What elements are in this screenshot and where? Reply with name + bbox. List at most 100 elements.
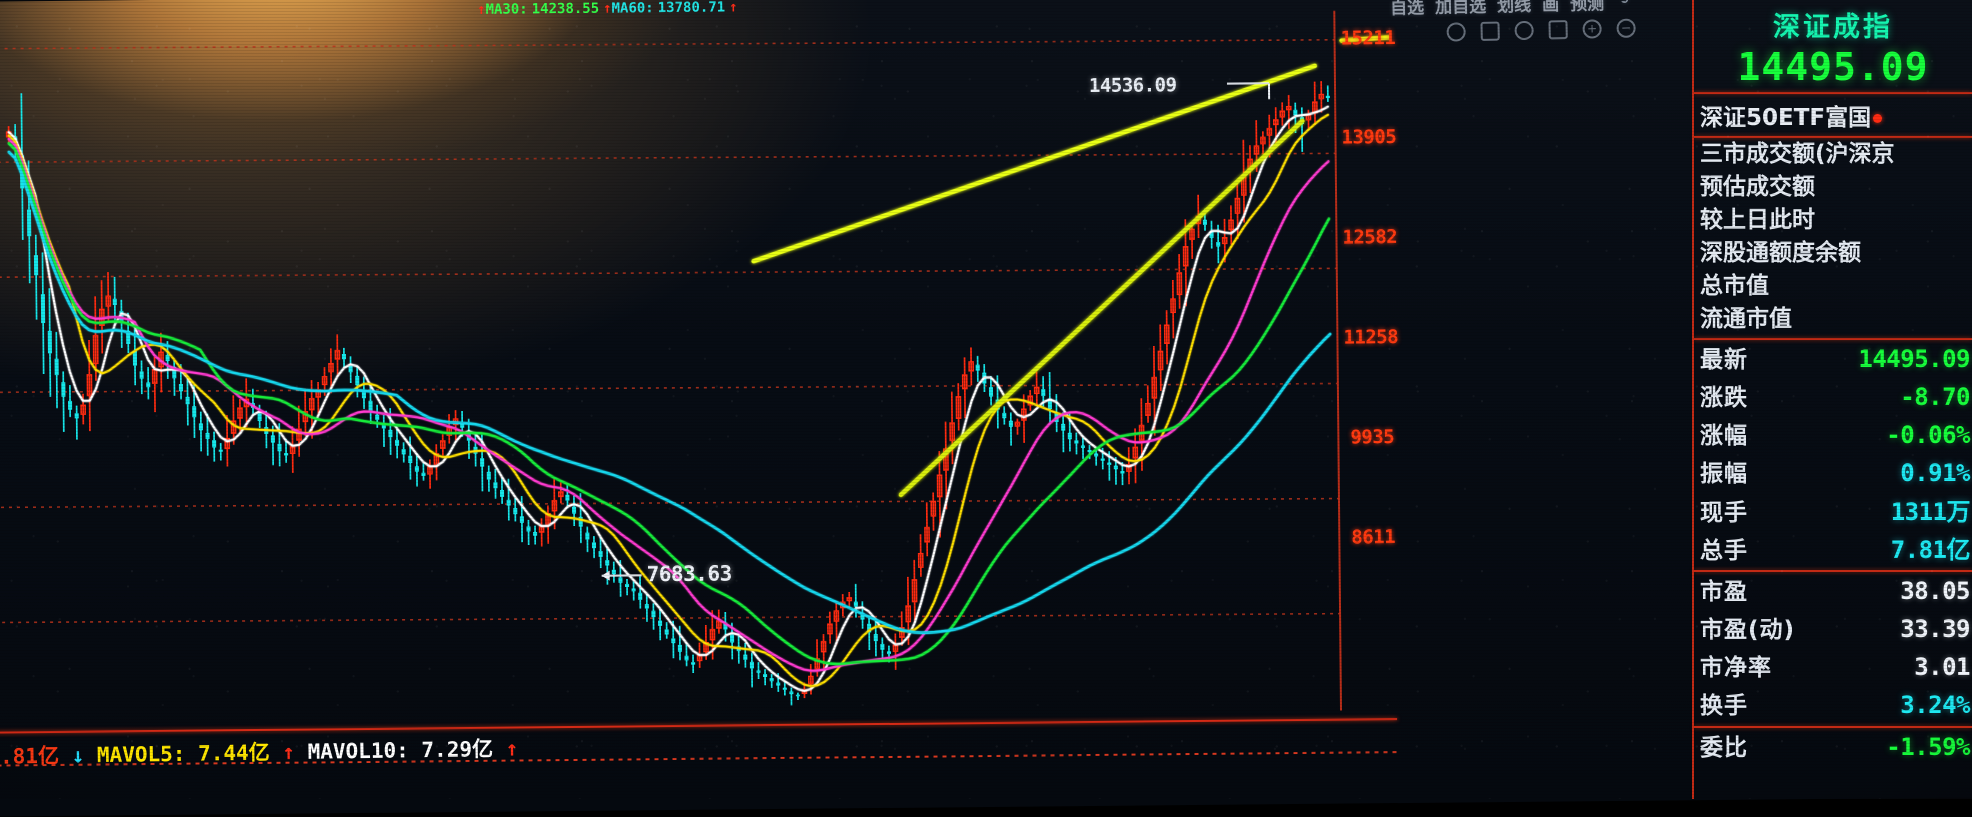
toolbar-item-3[interactable]: 画 [1542, 0, 1560, 16]
candle-wick [1160, 324, 1161, 390]
ma60-trend-icon: ↑ [729, 0, 738, 15]
toolbar-item-1[interactable]: 加自选 [1435, 0, 1487, 18]
zoom-out-icon[interactable]: − [1616, 19, 1635, 38]
ma-line-20 [9, 126, 1334, 678]
status-dot-icon [1873, 114, 1882, 123]
quote-key-amplitude: 振幅 [1700, 454, 1748, 488]
quote-row-totalvol: 总手 7.81亿 [1694, 530, 1972, 568]
candle-wick [914, 560, 915, 622]
candle-body [507, 500, 511, 506]
y-tick-1: 13905 [1341, 126, 1396, 149]
candle-body [186, 397, 190, 404]
ma-line-5 [9, 107, 1334, 699]
candle-body [27, 209, 31, 236]
chart-canvas[interactable] [0, 10, 1398, 723]
info-line-3: 深股通额度余额 [1700, 237, 1972, 270]
valuation-key-turnover: 换手 [1700, 686, 1748, 720]
candle-body [526, 527, 530, 532]
candle-body [632, 588, 636, 591]
quote-value-change: -8.70 [1900, 383, 1970, 411]
candle-body [750, 662, 754, 669]
toolbar-item-0[interactable]: 自选 [1390, 0, 1425, 19]
candle-body [880, 644, 884, 650]
candle-wick [1167, 310, 1168, 364]
candle-body [585, 533, 589, 540]
magnet-icon[interactable] [1446, 22, 1465, 41]
candle-body [349, 365, 353, 372]
candle-wick [1135, 428, 1136, 483]
mavol5-label: MAVOL5: [97, 742, 186, 767]
candle-body [572, 507, 576, 514]
rect-icon[interactable] [1548, 20, 1567, 39]
candle-body [375, 415, 379, 420]
candle-wick [952, 392, 953, 465]
candle-body [1326, 96, 1330, 98]
toolbar-icon-row[interactable]: + − [1386, 17, 1686, 43]
candle-wick [155, 357, 156, 412]
lock-icon[interactable] [1480, 22, 1499, 41]
valuation-value-turnover: 3.24% [1900, 691, 1970, 719]
candle-body [355, 376, 359, 385]
candle-body [665, 629, 669, 634]
market-info-list: 三市成交额(沪深京 预估成交额 较上日此时 深股通额度余额 总市值 流通市值 [1694, 138, 1972, 336]
valuation-key-pb: 市净率 [1700, 648, 1772, 682]
candlestick-series [6, 81, 1335, 713]
quote-key-latest: 最新 [1700, 340, 1748, 374]
candle-wick [1179, 254, 1180, 309]
hand-icon[interactable] [1514, 21, 1533, 40]
candle-body [730, 635, 734, 643]
candle-body [192, 406, 196, 417]
candle-body [368, 401, 372, 412]
candle-wick [63, 371, 64, 432]
candle-body [258, 413, 262, 421]
candle-wick [1243, 140, 1244, 223]
candle-body [651, 611, 655, 618]
toolbar-item-2[interactable]: 划线 [1497, 0, 1532, 17]
candle-body [1074, 440, 1078, 443]
candle-body [625, 584, 629, 587]
moving-average-lines [9, 107, 1334, 699]
chart-right-axis [1334, 11, 1341, 711]
candle-body [638, 593, 642, 600]
volume-total-value: 7.81亿 [0, 744, 59, 769]
candle-body [1203, 220, 1207, 225]
quote-value-currentvol: 1311万 [1891, 492, 1970, 527]
order-value-ratio: -1.59% [1886, 733, 1970, 761]
valuation-key-pe: 市盈 [1700, 572, 1748, 606]
candle-body [579, 517, 583, 527]
info-line-4: 总市值 [1700, 270, 1972, 303]
candle-body [342, 354, 346, 359]
info-line-0: 三市成交额(沪深京 [1700, 138, 1972, 171]
ma-line-30 [9, 131, 1333, 672]
candle-body [1293, 110, 1297, 116]
quote-info-panel: 深证成指 14495.09 深证50ETF富国 三市成交额(沪深京 预估成交额 … [1692, 0, 1972, 799]
period-high-label: 14536.09 [1089, 74, 1177, 97]
chart-gridlines [0, 36, 1340, 627]
candle-body [402, 449, 406, 454]
candle-wick [89, 340, 90, 431]
candle-body [480, 458, 484, 467]
y-tick-0: 15211 [1340, 27, 1395, 50]
etf-name-row[interactable]: 深证50ETF富国 [1694, 94, 1972, 134]
candle-body [658, 621, 662, 626]
valuation-row-pe-dynamic: 市盈(动) 33.39 [1694, 610, 1972, 648]
toolbar-menu[interactable]: 自选 加自选 划线 画 预测 ➲ [1386, 0, 1686, 19]
index-price: 14495.09 [1694, 44, 1972, 90]
candle-wick [102, 280, 103, 353]
toolbar-item-4[interactable]: 预测 [1570, 0, 1605, 15]
candle-body [789, 691, 793, 694]
chart-toolbar[interactable]: 自选 加自选 划线 画 预测 ➲ + − [1386, 0, 1687, 46]
candle-body [212, 440, 216, 447]
valuation-row-turnover: 换手 3.24% [1694, 686, 1972, 724]
valuation-value-pe: 38.05 [1900, 577, 1970, 605]
order-row-ratio: 委比 -1.59% [1694, 728, 1972, 766]
candle-body [408, 456, 412, 463]
candle-body [763, 674, 767, 677]
candle-body [271, 435, 275, 442]
zoom-in-icon[interactable]: + [1582, 19, 1601, 38]
candle-body [500, 490, 504, 497]
quote-row-change: 涨跌 -8.70 [1694, 378, 1972, 416]
price-chart[interactable]: 14536.09 7683.63 15211 13905 12582 11258… [0, 10, 1398, 723]
arrow-right-icon[interactable]: ➲ [1615, 0, 1634, 11]
candle-body [605, 560, 609, 565]
